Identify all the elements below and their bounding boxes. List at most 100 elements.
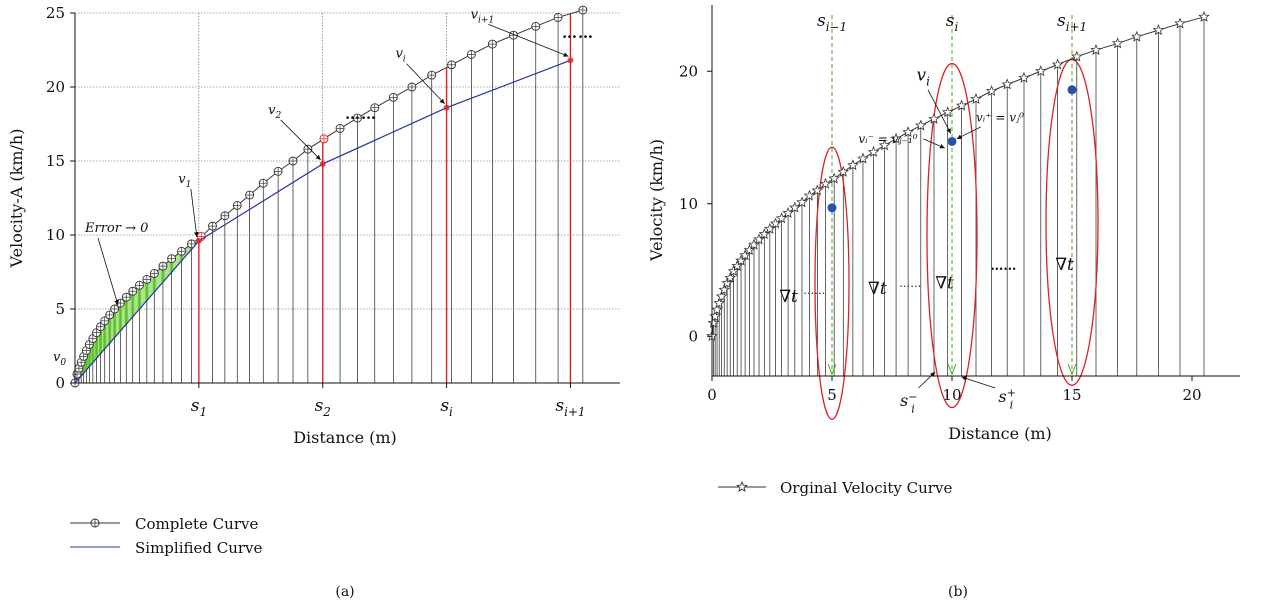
original-point [955, 99, 968, 111]
y-tick-labels: 0 5 10 15 20 25 [46, 4, 75, 392]
original-point [1035, 65, 1047, 77]
y-tick-label: 5 [55, 300, 65, 318]
original-point [847, 159, 859, 171]
original-point [735, 254, 747, 266]
original-point [811, 184, 824, 196]
dotted-leader: …… [803, 284, 825, 297]
original-point [711, 303, 723, 315]
original-point [1071, 50, 1083, 62]
y-axis-label: Velocity-A (km/h) [7, 129, 26, 269]
v0-label: v0 [53, 350, 66, 368]
dotted-leader: …… [899, 277, 921, 290]
panel-b-label: (b) [948, 584, 968, 600]
y-tick-label: 0 [55, 374, 65, 392]
original-point [985, 85, 998, 97]
point-label-arrow [280, 119, 322, 161]
original-point [890, 132, 902, 144]
original-point [970, 93, 982, 104]
original-point [1131, 30, 1143, 42]
point-label-vi+1: vi+1 [471, 7, 495, 25]
legend: Orginal Velocity Curve [718, 479, 952, 497]
stem-lines [711, 16, 1205, 376]
highlight-point [827, 203, 837, 213]
highlight-points [827, 85, 1077, 213]
point-label-arrow [488, 23, 569, 57]
y-tick-label: 10 [679, 195, 698, 213]
original-point [819, 177, 832, 189]
original-point [1198, 10, 1210, 22]
vi-arrow [927, 89, 952, 134]
nabla-t-label: ∇t [868, 279, 887, 299]
x-tick-label: 15 [1062, 386, 1081, 404]
x-tick-labels: s1 s2 si si+1 [191, 383, 585, 419]
continuation-dots: …… [990, 259, 1016, 274]
original-point [1174, 17, 1186, 29]
x-tick-label: 5 [827, 386, 837, 404]
original-point [715, 290, 728, 302]
section-arrow-head [1067, 363, 1077, 376]
vi-minus-arrow [923, 138, 945, 149]
nabla-t-label: ∇t [779, 287, 798, 307]
axes [74, 13, 620, 384]
section-arrow-head [947, 363, 957, 376]
point-label-arrow [406, 63, 445, 104]
original-point [721, 277, 733, 289]
x-tick-label: 10 [942, 386, 961, 404]
nabla-t-label: ∇t [1055, 255, 1074, 275]
original-point [1001, 78, 1013, 90]
original-point [727, 265, 740, 277]
y-tick-label: 0 [688, 327, 698, 345]
original-velocity-series [706, 10, 1210, 342]
continuation-dots: …… [345, 105, 377, 123]
original-point [837, 165, 850, 177]
original-point [796, 196, 808, 208]
section-label: si+1 [1057, 11, 1087, 34]
vi-plus-label: vᵢ⁺ = vⱼ⁰ [976, 111, 1024, 125]
si-plus-label: s+ i [998, 386, 1016, 411]
point-label-vi: vi [395, 47, 405, 65]
y-tick-label: 10 [46, 226, 65, 244]
original-point [828, 172, 840, 184]
original-point [867, 146, 880, 157]
legend: Complete Curve Simplified Curve [70, 515, 263, 557]
original-point [857, 152, 869, 164]
section-ellipse [1045, 58, 1099, 386]
simplified-point [443, 104, 450, 111]
original-point [789, 201, 801, 213]
highlight-point [947, 136, 957, 146]
complete-curve-series [70, 5, 588, 388]
original-point [928, 112, 940, 124]
y-tick-label: 15 [46, 152, 65, 170]
original-point [731, 259, 743, 271]
point-label-v1: v1 [178, 172, 191, 190]
x-axis-label: Distance (m) [293, 428, 397, 447]
original-point [1018, 71, 1030, 83]
highlight-point [1067, 85, 1077, 95]
original-point [718, 283, 731, 295]
original-point [915, 119, 927, 131]
y-tick-label: 20 [46, 78, 65, 96]
x-tick-label: s1 [191, 396, 207, 419]
original-point [713, 297, 725, 309]
x-tick-labels: 0 5 10 15 20 [707, 376, 1202, 404]
original-point [739, 249, 751, 261]
x-tick-label: si [440, 396, 453, 419]
vi-minus-label: vᵢ⁻ = vⱼ₋₁⁰ [858, 132, 917, 146]
section-ellipses [814, 58, 1099, 420]
si-minus-arrow [918, 371, 936, 389]
simplified-point [195, 237, 202, 244]
y-tick-label: 25 [46, 4, 65, 22]
annotations: v0 v1 v2 vi vi+1 Error → 0 …… …… [53, 7, 594, 368]
x-tick-label: s2 [315, 396, 331, 419]
x-tick-label: 0 [707, 386, 717, 404]
panel-a-label: (a) [335, 584, 354, 600]
panel-a: 0 5 10 15 20 25 s1 s2 si si+1 v0 v1 v2 vi vi+1 Error … [7, 4, 620, 600]
complete-curve-line [74, 9, 583, 384]
point-label-v2: v2 [268, 103, 281, 121]
section-lines: si−1 si si+1 [817, 11, 1087, 376]
section-label: si−1 [817, 11, 847, 34]
original-point [707, 316, 720, 328]
continuation-dots: …… [562, 24, 594, 42]
annotations: vi vᵢ⁻ = vⱼ₋₁⁰ vᵢ⁺ = vⱼ⁰ s− i s+ i ∇t …… ∇t …… ∇t ……… [779, 66, 1074, 416]
